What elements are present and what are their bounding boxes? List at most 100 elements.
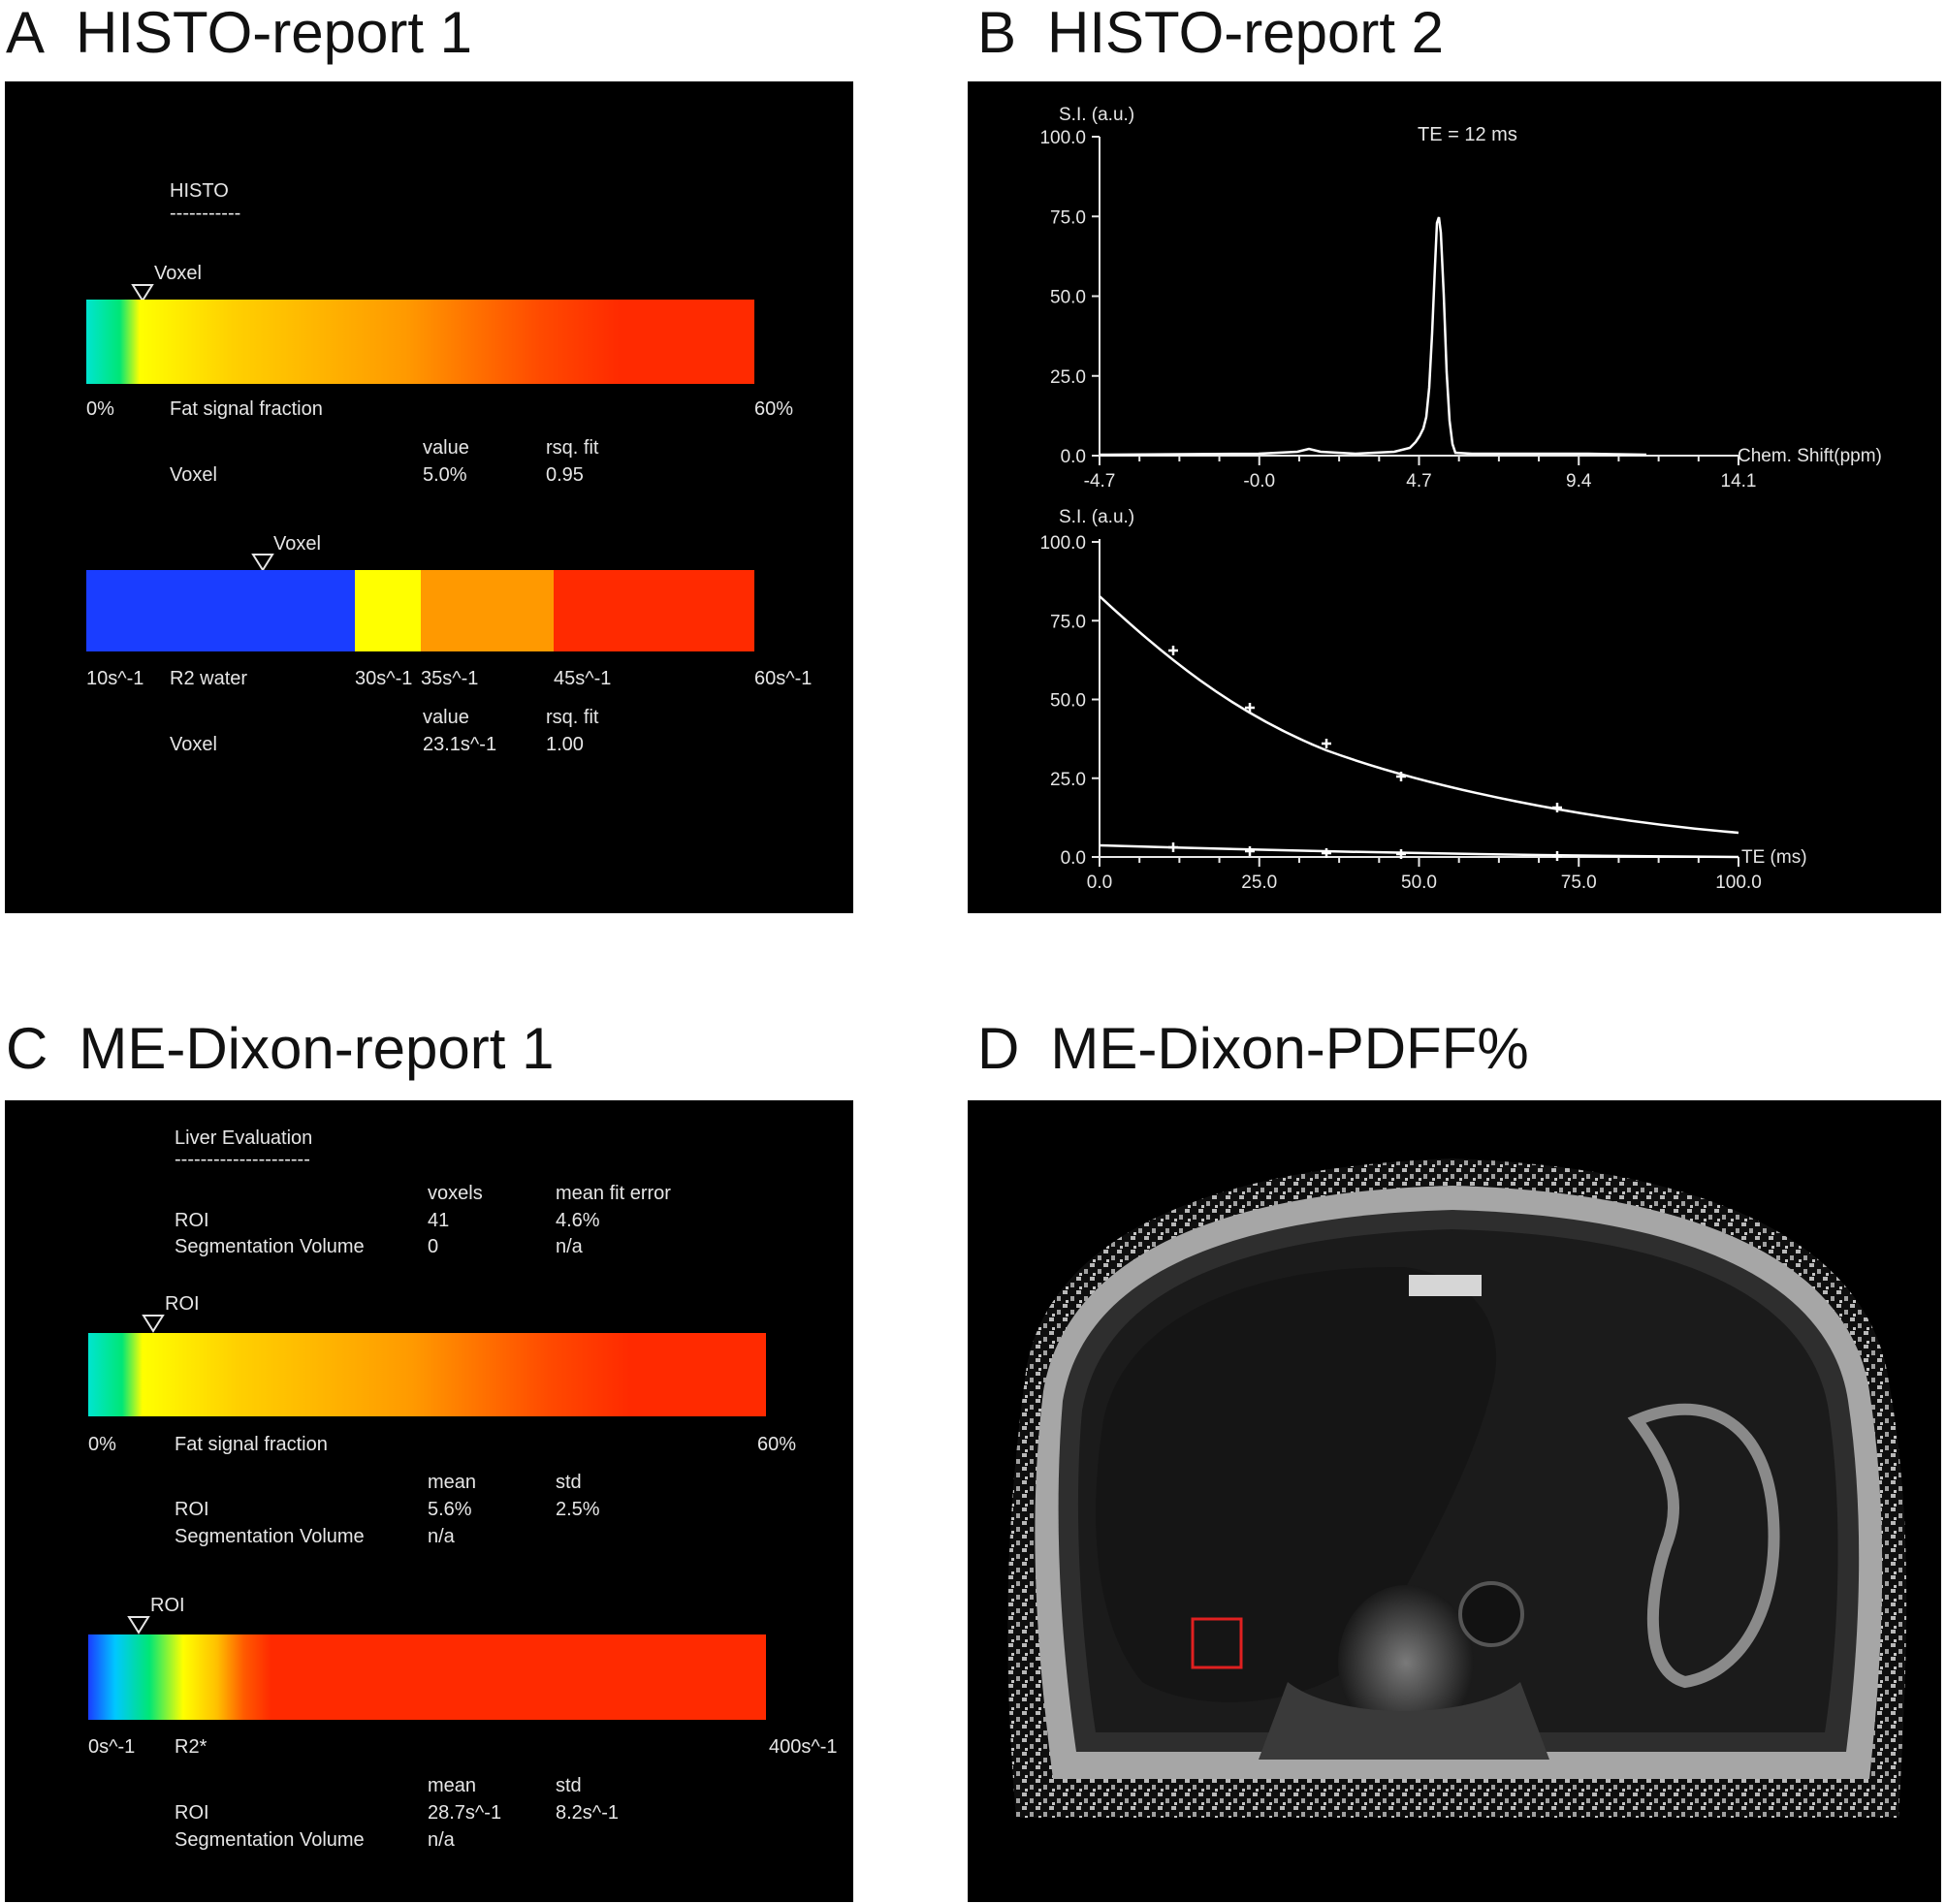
- r2s-r2-mean: n/a: [428, 1829, 455, 1851]
- c-fsf-col-mean: mean: [428, 1472, 477, 1493]
- r2-marker-icon: [251, 554, 274, 572]
- decay-xtick-label: 0.0: [1087, 873, 1112, 893]
- histo-report-1-panel: HISTO ----------- Voxel 0% Fat signal fr…: [5, 81, 853, 913]
- spectrum-ylabel: S.I. (a.u.): [1059, 105, 1134, 125]
- r2-label-35: 35s^-1: [421, 668, 479, 689]
- roi-box[interactable]: [1191, 1617, 1243, 1669]
- anterior-bright-structure: [1409, 1275, 1482, 1296]
- c-fsf-r1-std: 2.5%: [556, 1499, 600, 1520]
- r2s-min-label: 0s^-1: [88, 1736, 136, 1758]
- decay-ytick-label: 75.0: [1050, 612, 1086, 632]
- top-r2-error: n/a: [556, 1236, 583, 1257]
- decay-fit-curve-water: [1099, 595, 1739, 835]
- r2-row-rsq: 1.00: [546, 734, 584, 755]
- c-fsf-min-label: 0%: [88, 1434, 116, 1455]
- decay-point: [1552, 851, 1562, 861]
- c-fsf-name-label: Fat signal fraction: [175, 1434, 328, 1455]
- decay-point: [1396, 849, 1406, 859]
- r2s-r2-label: Segmentation Volume: [175, 1829, 365, 1851]
- fsf-marker-label: Voxel: [154, 263, 202, 284]
- decay-point: [1552, 803, 1562, 812]
- r2s-color-bar: [88, 1634, 766, 1720]
- r2-label-10: 10s^-1: [86, 668, 144, 689]
- r2s-name-label: R2*: [175, 1736, 207, 1758]
- fsf-col-rsq: rsq. fit: [546, 437, 599, 459]
- fsf-marker-icon: [131, 284, 154, 302]
- decay-point: [1245, 703, 1255, 713]
- decay-fit-curve-fat: [1099, 843, 1739, 859]
- top-r1-label: ROI: [175, 1210, 209, 1231]
- histo-heading: HISTO: [170, 180, 229, 202]
- spectrum-ytick-label: 50.0: [1050, 288, 1086, 308]
- decay-plot: S.I. (a.u.) 100.0 75.0 50.0 25.0 0.0 0.0 25.0…: [1039, 507, 1806, 893]
- r2-segment-blue: [86, 570, 355, 651]
- r2s-col-mean: mean: [428, 1775, 477, 1796]
- vertebral-body: [1338, 1585, 1474, 1740]
- top-col-fit-error: mean fit error: [556, 1183, 671, 1204]
- panel-d-letter: D: [977, 1016, 1020, 1081]
- c-fsf-marker-label: ROI: [165, 1293, 200, 1315]
- decay-xtick-label: 75.0: [1561, 873, 1597, 893]
- fsf-row-label: Voxel: [170, 464, 217, 486]
- me-dixon-report-1-panel: Liver Evaluation --------------------- v…: [5, 1100, 853, 1902]
- decay-xtick-label: 50.0: [1401, 873, 1437, 893]
- decay-ytick-label: 25.0: [1050, 770, 1086, 790]
- panel-a-label: A HISTO-report 1: [6, 4, 472, 62]
- decay-ylabel: S.I. (a.u.): [1059, 507, 1134, 527]
- r2-label-60: 60s^-1: [754, 668, 813, 689]
- liver-eval-heading: Liver Evaluation: [175, 1127, 313, 1149]
- decay-xtick-label: 25.0: [1241, 873, 1277, 893]
- r2s-marker-icon: [127, 1616, 150, 1634]
- spectrum-ytick-label: 25.0: [1050, 367, 1086, 388]
- decay-ytick-label: 100.0: [1039, 533, 1086, 554]
- histo-rule: -----------: [170, 203, 241, 224]
- histo-report-2-panel: S.I. (a.u.) TE = 12 ms 100.0 75.0 50.0 25.0…: [968, 81, 1941, 913]
- panel-b-label: B HISTO-report 2: [977, 4, 1444, 62]
- r2-label-45: 45s^-1: [554, 668, 612, 689]
- decay-point: [1322, 739, 1331, 748]
- spectrum-annotation: TE = 12 ms: [1418, 124, 1517, 145]
- spectrum-ytick-label: 100.0: [1039, 128, 1086, 148]
- r2-segment-orange: [421, 570, 554, 651]
- fsf-min-label: 0%: [86, 398, 114, 420]
- panel-a-letter: A: [6, 0, 46, 65]
- fsf-row-rsq: 0.95: [546, 464, 584, 486]
- histo-plots: S.I. (a.u.) TE = 12 ms 100.0 75.0 50.0 25.0…: [1039, 105, 1881, 893]
- c-fsf-max-label: 60%: [757, 1434, 797, 1455]
- spectrum-plot: S.I. (a.u.) TE = 12 ms 100.0 75.0 50.0 25.0…: [1039, 105, 1881, 492]
- spectrum-xtick-label: -4.7: [1084, 471, 1116, 492]
- decay-point: [1168, 646, 1178, 655]
- r2-segment-red: [554, 570, 754, 651]
- r2-segment-yellow: [355, 570, 421, 651]
- spectrum-ytick-label: 75.0: [1050, 207, 1086, 228]
- fsf-row-value: 5.0%: [423, 464, 467, 486]
- fsf-max-label: 60%: [754, 398, 794, 420]
- top-col-voxels: voxels: [428, 1183, 483, 1204]
- fsf-color-bar: [86, 300, 754, 384]
- c-fsf-r2-label: Segmentation Volume: [175, 1526, 365, 1547]
- decay-ytick-label: 50.0: [1050, 691, 1086, 712]
- r2-row-value: 23.1s^-1: [423, 734, 497, 755]
- decay-point: [1168, 842, 1178, 852]
- panel-d-label: D ME-Dixon-PDFF%: [977, 1020, 1529, 1078]
- panel-c-label: C ME-Dixon-report 1: [6, 1020, 554, 1078]
- panel-a-title: HISTO-report 1: [76, 0, 473, 65]
- r2s-r1-label: ROI: [175, 1802, 209, 1824]
- spectrum-xtick-label: -0.0: [1243, 471, 1275, 492]
- pdff-map-panel: [968, 1100, 1941, 1902]
- panel-d-title: ME-Dixon-PDFF%: [1050, 1016, 1529, 1081]
- liver-eval-rule: ---------------------: [175, 1149, 310, 1170]
- fsf-col-value: value: [423, 437, 469, 459]
- c-fsf-col-std: std: [556, 1472, 582, 1493]
- c-fsf-r1-mean: 5.6%: [428, 1499, 472, 1520]
- decay-xtick-label: 100.0: [1715, 873, 1762, 893]
- panel-b-letter: B: [977, 0, 1017, 65]
- r2-col-rsq: rsq. fit: [546, 707, 599, 728]
- fsf-name-label: Fat signal fraction: [170, 398, 323, 420]
- axial-mri-pdff-image: [1007, 1158, 1907, 1818]
- top-r1-error: 4.6%: [556, 1210, 600, 1231]
- top-r1-voxels: 41: [428, 1210, 450, 1231]
- stomach-wall: [1627, 1403, 1780, 1689]
- r2s-col-std: std: [556, 1775, 582, 1796]
- decay-point: [1322, 848, 1331, 858]
